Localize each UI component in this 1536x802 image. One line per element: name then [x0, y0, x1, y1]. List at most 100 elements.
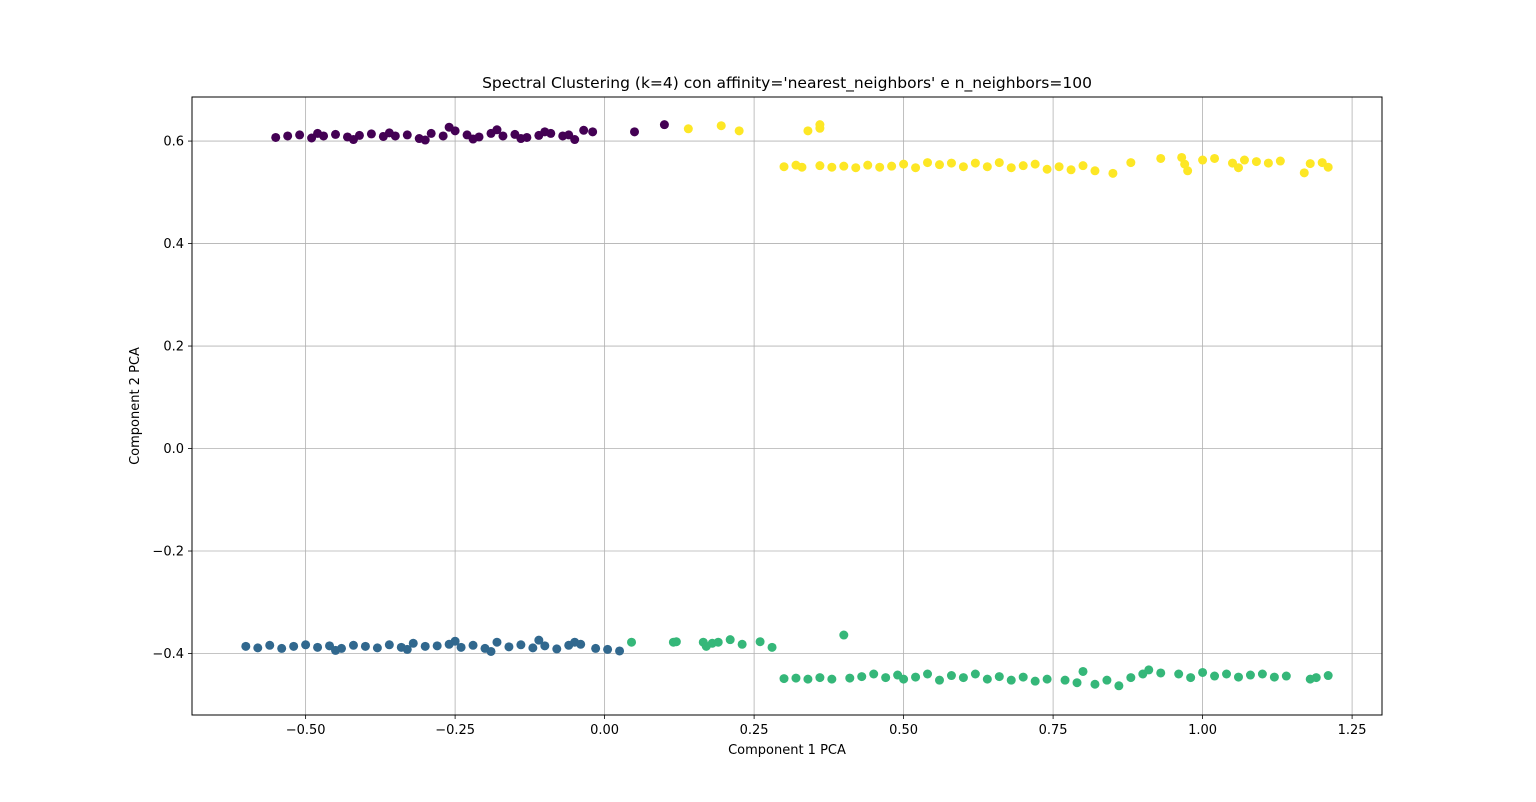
- data-point: [1114, 681, 1124, 691]
- data-point: [384, 640, 394, 650]
- data-point: [450, 636, 460, 646]
- chart-title: Spectral Clustering (k=4) con affinity='…: [482, 74, 1092, 93]
- grid-lines: [192, 97, 1382, 715]
- data-point: [982, 162, 992, 172]
- x-axis-ticks: −0.50 −0.25 0.00 0.25 0.50 0.75 1.00 1.25: [286, 715, 1367, 738]
- data-point: [295, 130, 305, 140]
- data-points: [241, 120, 1333, 691]
- data-point: [791, 673, 801, 683]
- data-point: [534, 635, 544, 645]
- data-point: [498, 131, 508, 141]
- data-point: [331, 129, 341, 139]
- data-point: [946, 671, 956, 681]
- y-tick-label: 0.0: [163, 442, 184, 457]
- data-point: [683, 124, 693, 134]
- data-point: [734, 126, 744, 136]
- y-tick-label: −0.2: [152, 545, 184, 560]
- y-tick-label: 0.6: [163, 135, 184, 150]
- y-tick-label: −0.4: [152, 647, 184, 662]
- data-point: [1311, 673, 1321, 683]
- data-point: [1042, 674, 1052, 684]
- data-point: [1245, 670, 1255, 680]
- data-point: [372, 643, 382, 653]
- data-point: [348, 640, 358, 650]
- data-point: [815, 120, 825, 130]
- data-point: [1198, 667, 1208, 677]
- data-point: [1042, 164, 1052, 174]
- data-point: [827, 674, 837, 684]
- data-point: [815, 673, 825, 683]
- cluster-0-points: [271, 120, 669, 145]
- data-point: [994, 672, 1004, 682]
- data-point: [1090, 679, 1100, 689]
- data-point: [797, 162, 807, 172]
- data-point: [725, 635, 735, 645]
- data-point: [456, 642, 466, 652]
- data-point: [627, 637, 637, 647]
- data-point: [839, 630, 849, 640]
- data-point: [1263, 158, 1273, 168]
- data-point: [1006, 163, 1016, 173]
- data-point: [899, 674, 909, 684]
- data-point: [1054, 162, 1064, 172]
- data-point: [1018, 161, 1028, 171]
- data-point: [887, 161, 897, 171]
- data-point: [630, 127, 640, 137]
- data-point: [934, 675, 944, 685]
- data-point: [1066, 165, 1076, 175]
- x-tick-label: 0.75: [1039, 723, 1068, 738]
- data-point: [923, 158, 933, 168]
- data-point: [603, 644, 613, 654]
- data-point: [803, 674, 813, 684]
- data-point: [1198, 155, 1208, 165]
- data-point: [1257, 669, 1267, 679]
- data-point: [803, 126, 813, 136]
- data-point: [360, 641, 370, 651]
- data-point: [713, 637, 723, 647]
- data-point: [857, 672, 867, 682]
- data-point: [1102, 675, 1112, 685]
- data-point: [1305, 159, 1315, 169]
- x-tick-label: 1.00: [1188, 723, 1217, 738]
- data-point: [1281, 671, 1291, 681]
- data-point: [331, 645, 341, 655]
- data-point: [384, 128, 394, 138]
- data-point: [1156, 153, 1166, 163]
- x-tick-label: 1.25: [1338, 723, 1367, 738]
- data-point: [1078, 161, 1088, 171]
- data-point: [277, 643, 287, 653]
- data-point: [923, 669, 933, 679]
- data-point: [1060, 675, 1070, 685]
- data-point: [468, 134, 478, 144]
- data-point: [1126, 158, 1136, 168]
- data-point: [1072, 678, 1082, 688]
- data-point: [552, 644, 562, 654]
- data-point: [516, 640, 526, 650]
- data-point: [1323, 162, 1333, 172]
- data-point: [911, 672, 921, 682]
- data-point: [438, 131, 448, 141]
- data-point: [1233, 672, 1243, 682]
- x-tick-label: 0.00: [590, 723, 619, 738]
- x-tick-label: 0.50: [889, 723, 918, 738]
- cluster-3-points: [683, 120, 1333, 178]
- data-point: [1030, 159, 1040, 169]
- data-point: [1108, 168, 1118, 178]
- data-point: [283, 131, 293, 141]
- data-point: [839, 161, 849, 171]
- data-point: [540, 641, 550, 651]
- data-point: [1078, 666, 1088, 676]
- data-point: [528, 643, 538, 653]
- data-point: [1239, 155, 1249, 165]
- data-point: [265, 640, 275, 650]
- data-point: [540, 127, 550, 137]
- data-point: [426, 128, 436, 138]
- data-point: [958, 673, 968, 683]
- cluster-2-points: [627, 630, 1333, 691]
- data-point: [863, 160, 873, 170]
- data-point: [827, 162, 837, 172]
- data-point: [1299, 168, 1309, 178]
- data-point: [615, 646, 625, 656]
